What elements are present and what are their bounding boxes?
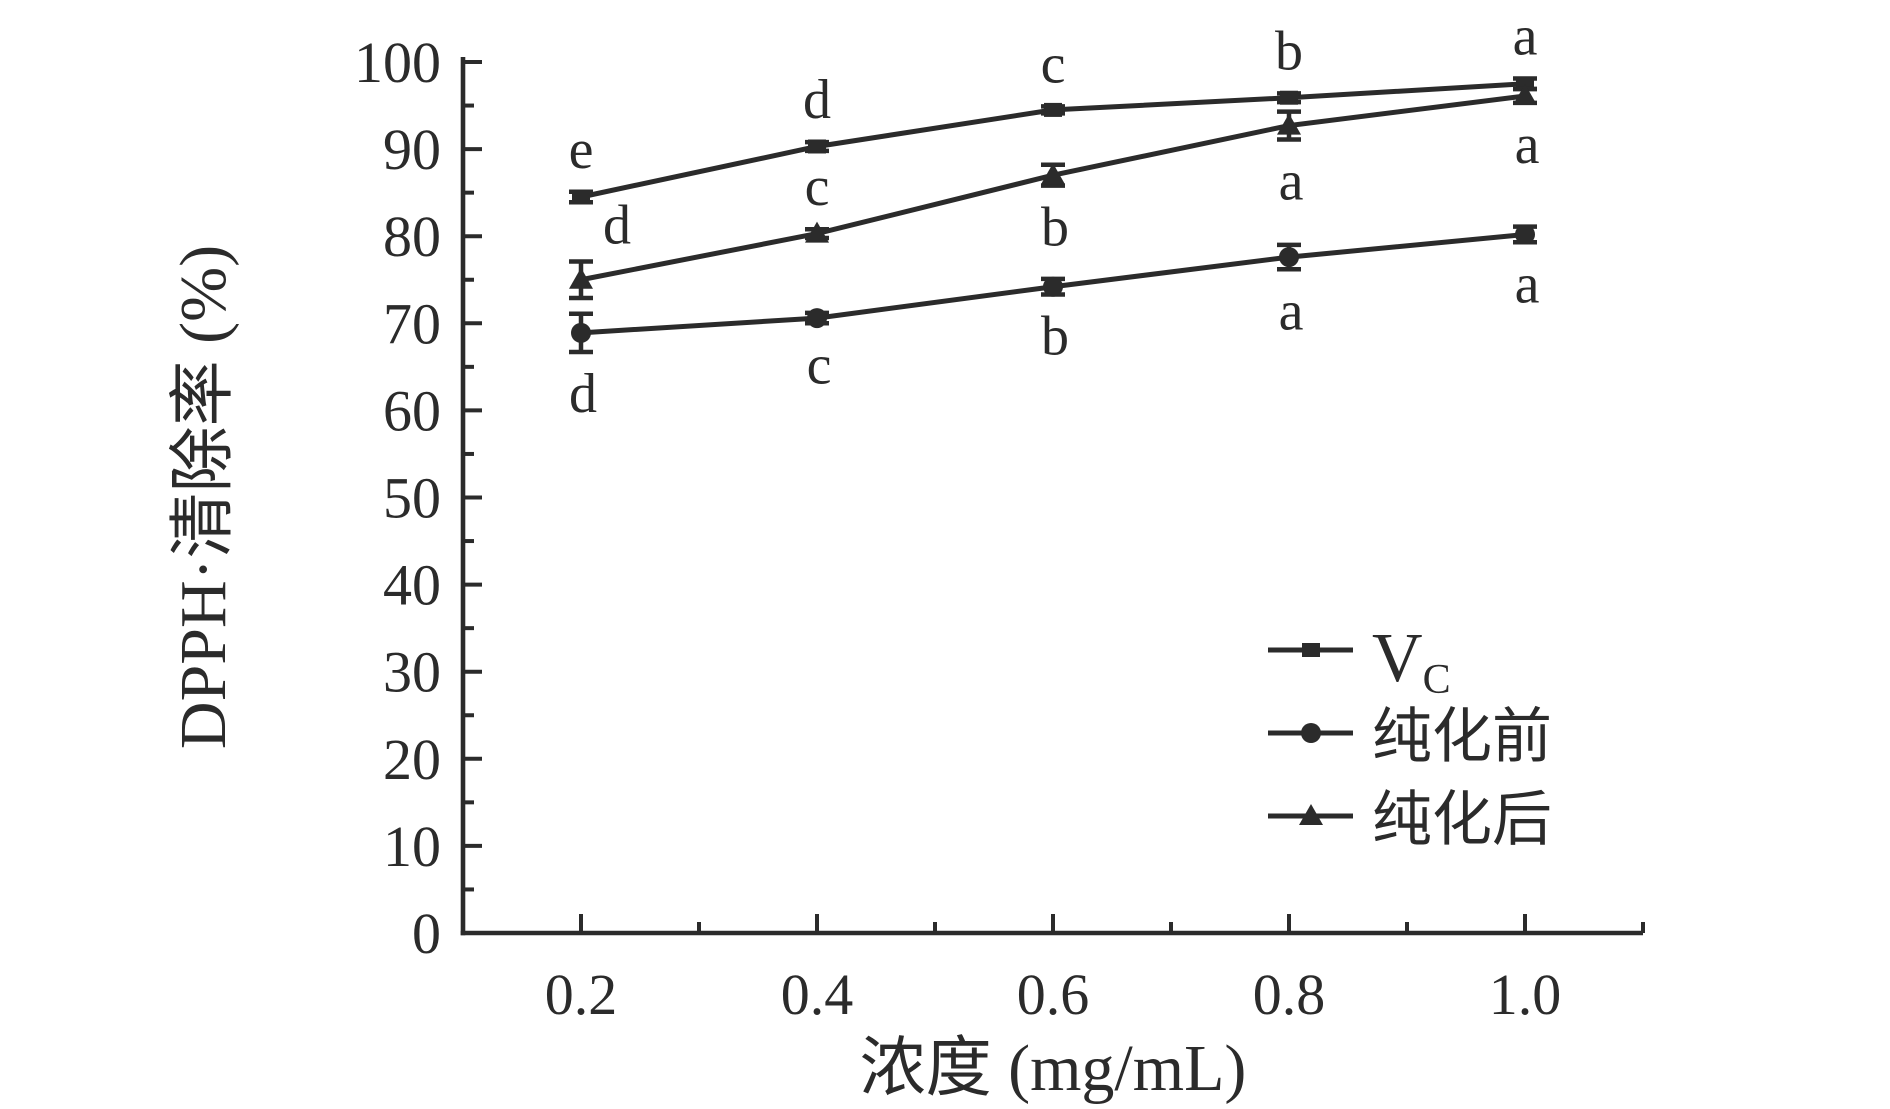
significance-letter: a — [1515, 253, 1540, 315]
square-marker — [572, 190, 590, 205]
legend-square-marker — [1302, 643, 1320, 657]
significance-letter: e — [569, 119, 594, 181]
circle-marker — [1043, 276, 1063, 297]
triangle-marker — [1513, 83, 1537, 105]
circle-marker — [1279, 247, 1299, 268]
x-tick-label: 0.8 — [1253, 962, 1326, 1027]
legend-label: 纯化前 — [1372, 704, 1552, 770]
legend-entry: 纯化后 — [1268, 787, 1552, 853]
legend-entry: VC — [1268, 620, 1451, 703]
y-tick-label: 60 — [383, 378, 441, 443]
square-marker — [1044, 102, 1062, 117]
significance-letter: c — [805, 156, 830, 218]
axes: 0 10 20 30 40 50 60 70 80 90 100 0.2 0.4 0.6 0.8 1.0 — [354, 30, 1645, 1027]
significance-letter: b — [1041, 306, 1069, 368]
y-tick-label: 50 — [383, 466, 441, 531]
triangle-marker — [805, 221, 829, 243]
legend-circle-marker — [1301, 723, 1321, 743]
y-tick-label: 70 — [383, 291, 441, 356]
y-tick-label: 0 — [412, 901, 441, 966]
legend-label: VC — [1372, 620, 1451, 703]
significance-letter: d — [569, 363, 597, 425]
x-tick-label: 0.4 — [781, 962, 854, 1027]
y-tick-label: 90 — [383, 117, 441, 182]
significance-letter: a — [1513, 6, 1538, 68]
significance-letter: d — [803, 69, 831, 131]
triangle-marker — [569, 267, 593, 289]
y-tick-label: 30 — [383, 640, 441, 705]
y-tick-label: 80 — [383, 204, 441, 269]
significance-letter: a — [1279, 280, 1304, 342]
legend-triangle-marker — [1299, 804, 1323, 825]
circle-marker — [1515, 224, 1535, 245]
y-tick-label: 20 — [383, 727, 441, 792]
x-tick-label: 0.2 — [545, 962, 618, 1027]
y-axis-title: DPPH·清除率 (%) — [167, 245, 240, 749]
y-tick-label: 100 — [354, 30, 441, 95]
significance-letter: d — [603, 194, 631, 256]
circle-marker — [807, 308, 827, 329]
significance-letter: c — [1041, 33, 1066, 95]
triangle-marker — [1041, 163, 1065, 185]
y-tick-label: 10 — [383, 814, 441, 879]
legend-label: 纯化后 — [1372, 787, 1552, 853]
significance-letter: a — [1515, 114, 1540, 176]
x-tick-label: 0.6 — [1017, 962, 1090, 1027]
significance-letter: a — [1279, 151, 1304, 213]
legend-entry: 纯化前 — [1268, 704, 1552, 770]
significance-letter: b — [1275, 20, 1303, 82]
x-axis-title: 浓度 (mg/mL) — [860, 1032, 1247, 1105]
significance-letter: b — [1041, 197, 1069, 259]
triangle-marker — [1277, 113, 1301, 135]
x-tick-label: 1.0 — [1489, 962, 1562, 1027]
square-marker — [808, 139, 826, 154]
square-marker — [1280, 90, 1298, 105]
significance-letter: c — [807, 334, 832, 396]
circle-marker — [571, 322, 591, 343]
y-tick-label: 40 — [383, 553, 441, 618]
